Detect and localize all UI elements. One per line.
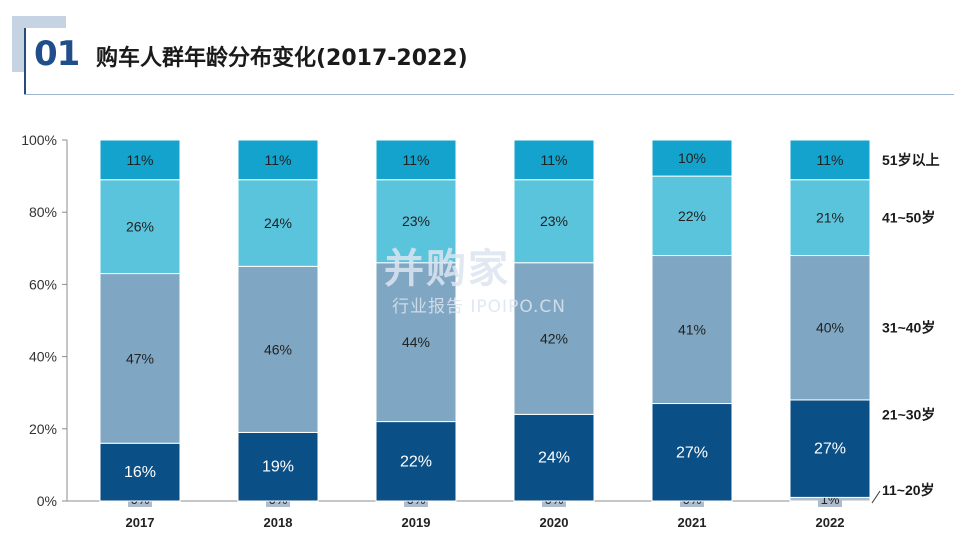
x-tick-label: 2017 [126, 515, 155, 530]
bar-segment [375, 179, 457, 264]
data-label: 47% [126, 350, 154, 366]
data-label: 24% [538, 450, 570, 467]
bar-segment [513, 179, 595, 264]
bar-segment [651, 139, 733, 177]
data-label: 23% [540, 213, 568, 229]
title-divider [24, 94, 954, 95]
data-label: 11% [541, 152, 568, 168]
section-number: 01 [34, 34, 80, 74]
data-label: 23% [402, 213, 430, 229]
bar-segment [99, 273, 181, 444]
data-label: 46% [264, 341, 292, 357]
data-label: 16% [124, 464, 156, 481]
y-tick-label: 40% [29, 349, 57, 365]
bar-segment [99, 442, 181, 502]
x-tick-label: 2019 [402, 515, 431, 530]
y-tick-label: 80% [29, 204, 57, 220]
bar-segment [99, 139, 181, 181]
data-label: 11% [817, 152, 844, 168]
data-label: 41% [678, 322, 706, 338]
y-tick-label: 60% [29, 276, 57, 292]
data-label: 11% [265, 152, 292, 168]
bar-segment [789, 179, 871, 257]
data-label: 11% [127, 152, 154, 168]
bar-segment [789, 255, 871, 401]
x-tick-label: 2018 [264, 515, 293, 530]
bar-segment [375, 139, 457, 181]
data-label: 22% [678, 208, 706, 224]
y-tick-label: 0% [37, 493, 57, 509]
bar-segment [99, 179, 181, 275]
data-label: 27% [814, 441, 846, 458]
data-label: 40% [816, 320, 844, 336]
bar-segment [651, 255, 733, 405]
page-title: 购车人群年龄分布变化(2017-2022) [96, 46, 468, 71]
bar-segment [237, 139, 319, 181]
legend-leader-line [871, 490, 881, 504]
x-tick-label: 2021 [678, 515, 707, 530]
bar-segment [375, 262, 457, 423]
legend-label: 11~20岁 [882, 482, 935, 498]
legend-label: 31~40岁 [882, 320, 935, 336]
legend-label: 41~50岁 [882, 210, 935, 226]
data-label: 22% [400, 453, 432, 470]
data-label: 21% [816, 210, 844, 226]
data-label: 27% [676, 444, 708, 461]
bar-segment [237, 179, 319, 267]
data-label: 10% [678, 150, 706, 166]
bar-segment [237, 265, 319, 433]
y-tick-label: 20% [29, 421, 57, 437]
bar-segment [789, 399, 871, 498]
legend-label: 51岁以上 [882, 152, 940, 168]
data-label: 26% [126, 219, 154, 235]
x-tick-label: 2022 [816, 515, 845, 530]
data-label: 42% [540, 331, 568, 347]
title-vertical-rule [24, 28, 26, 94]
bar-segment [789, 139, 871, 181]
data-label: 44% [402, 334, 430, 350]
bar-segment [375, 421, 457, 502]
legend-label: 21~30岁 [882, 407, 935, 423]
y-tick-label: 100% [21, 132, 57, 148]
bar-segment [237, 431, 319, 502]
bar-segment [513, 413, 595, 502]
bar-segment [651, 403, 733, 502]
data-label: 11% [403, 152, 430, 168]
data-label: 24% [264, 215, 292, 231]
bar-segment [513, 139, 595, 181]
data-label: 19% [262, 459, 294, 476]
bar-segment [513, 262, 595, 415]
x-tick-label: 2020 [540, 515, 569, 530]
